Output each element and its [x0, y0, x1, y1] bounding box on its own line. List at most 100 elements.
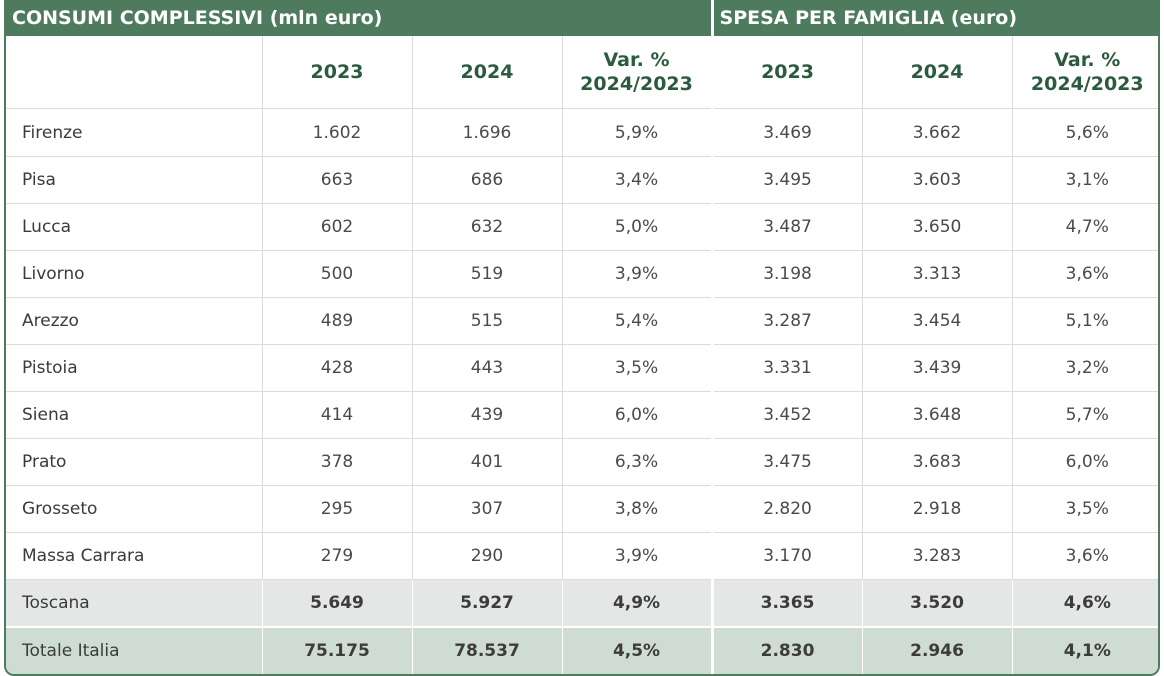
row-label: Pistoia: [6, 344, 263, 392]
cell-consumi-2023: 489: [262, 297, 413, 345]
row-label: Prato: [6, 438, 263, 486]
cell-spesa-2023: 3.452: [712, 391, 863, 439]
column-header-spesa-2024: 2024: [862, 36, 1013, 109]
cell-consumi-var: 3,8%: [562, 485, 714, 533]
column-header-consumi-2024: 2024: [412, 36, 563, 109]
table-row-toscana-total: Toscana 5.649 5.927 4,9% 3.365 3.520 4,6…: [6, 579, 1158, 628]
cell-consumi-var: 4,9%: [562, 579, 714, 628]
group-header-row: CONSUMI COMPLESSIVI (mln euro) SPESA PER…: [6, 0, 1158, 36]
cell-consumi-var: 6,0%: [562, 391, 714, 439]
cell-consumi-2024: 519: [412, 250, 563, 298]
cell-spesa-var: 4,1%: [1012, 627, 1158, 674]
row-label: Massa Carrara: [6, 532, 263, 580]
table-row-massa-carrara: Massa Carrara 279 290 3,9% 3.170 3.283 3…: [6, 532, 1158, 580]
cell-spesa-var: 5,1%: [1012, 297, 1158, 345]
cell-consumi-2023: 1.602: [262, 108, 413, 157]
table-row-firenze: Firenze 1.602 1.696 5,9% 3.469 3.662 5,6…: [6, 108, 1158, 157]
cell-consumi-2023: 295: [262, 485, 413, 533]
table-row-pisa: Pisa 663 686 3,4% 3.495 3.603 3,1%: [6, 156, 1158, 204]
table-row-lucca: Lucca 602 632 5,0% 3.487 3.650 4,7%: [6, 203, 1158, 251]
table-row-siena: Siena 414 439 6,0% 3.452 3.648 5,7%: [6, 391, 1158, 439]
cell-consumi-2023: 602: [262, 203, 413, 251]
cell-spesa-var: 5,7%: [1012, 391, 1158, 439]
column-header-empty: [6, 36, 263, 109]
cell-spesa-var: 6,0%: [1012, 438, 1158, 486]
cell-consumi-var: 3,4%: [562, 156, 714, 204]
cell-consumi-var: 4,5%: [562, 627, 714, 674]
cell-spesa-2023: 2.820: [712, 485, 863, 533]
row-label: Siena: [6, 391, 263, 439]
cell-consumi-var: 3,9%: [562, 532, 714, 580]
var-label-line2: 2024/2023: [1030, 73, 1144, 95]
table-row-livorno: Livorno 500 519 3,9% 3.198 3.313 3,6%: [6, 250, 1158, 298]
cell-consumi-2024: 401: [412, 438, 563, 486]
var-label-line1: Var. %: [603, 49, 670, 71]
cell-consumi-2024: 443: [412, 344, 563, 392]
cell-consumi-2024: 78.537: [412, 627, 563, 674]
cell-spesa-2023: 2.830: [712, 627, 863, 674]
cell-consumi-2023: 5.649: [262, 579, 413, 628]
row-label: Lucca: [6, 203, 263, 251]
cell-spesa-2024: 2.918: [862, 485, 1013, 533]
cell-spesa-var: 3,2%: [1012, 344, 1158, 392]
column-header-spesa-var: Var. % 2024/2023: [1012, 36, 1158, 109]
row-label: Grosseto: [6, 485, 263, 533]
cell-consumi-2024: 515: [412, 297, 563, 345]
column-header-row: 2023 2024 Var. % 2024/2023 2023 2024 Var…: [6, 36, 1158, 109]
cell-consumi-2024: 307: [412, 485, 563, 533]
cell-spesa-var: 3,6%: [1012, 532, 1158, 580]
row-label: Arezzo: [6, 297, 263, 345]
cell-spesa-var: 5,6%: [1012, 108, 1158, 157]
cell-spesa-2023: 3.287: [712, 297, 863, 345]
cell-consumi-var: 3,5%: [562, 344, 714, 392]
cell-consumi-2023: 428: [262, 344, 413, 392]
cell-consumi-2024: 439: [412, 391, 563, 439]
cell-consumi-var: 6,3%: [562, 438, 714, 486]
cell-spesa-var: 3,5%: [1012, 485, 1158, 533]
var-label-line2: 2024/2023: [580, 73, 693, 95]
cell-consumi-2023: 75.175: [262, 627, 413, 674]
table-row-grosseto: Grosseto 295 307 3,8% 2.820 2.918 3,5%: [6, 485, 1158, 533]
cell-spesa-2023: 3.170: [712, 532, 863, 580]
cell-consumi-var: 5,4%: [562, 297, 714, 345]
cell-spesa-2024: 3.683: [862, 438, 1013, 486]
cell-spesa-2024: 3.439: [862, 344, 1013, 392]
cell-consumi-2023: 500: [262, 250, 413, 298]
row-label: Totale Italia: [6, 627, 263, 674]
cell-spesa-var: 3,1%: [1012, 156, 1158, 204]
cell-consumi-2024: 1.696: [412, 108, 563, 157]
column-header-consumi-2023: 2023: [262, 36, 413, 109]
cell-spesa-var: 3,6%: [1012, 250, 1158, 298]
cell-consumi-var: 3,9%: [562, 250, 714, 298]
group-header-consumi: CONSUMI COMPLESSIVI (mln euro): [6, 0, 713, 36]
consumption-table: CONSUMI COMPLESSIVI (mln euro) SPESA PER…: [6, 0, 1158, 674]
cell-consumi-var: 5,0%: [562, 203, 714, 251]
cell-spesa-2024: 3.313: [862, 250, 1013, 298]
table-row-prato: Prato 378 401 6,3% 3.475 3.683 6,0%: [6, 438, 1158, 486]
cell-consumi-2024: 5.927: [412, 579, 563, 628]
row-label: Firenze: [6, 108, 263, 157]
cell-spesa-2024: 3.648: [862, 391, 1013, 439]
group-header-spesa: SPESA PER FAMIGLIA (euro): [710, 0, 1158, 36]
cell-spesa-var: 4,7%: [1012, 203, 1158, 251]
cell-spesa-2024: 3.520: [862, 579, 1013, 628]
column-header-consumi-var: Var. % 2024/2023: [562, 36, 714, 109]
cell-spesa-2023: 3.365: [712, 579, 863, 628]
var-label-line1: Var. %: [1054, 49, 1121, 71]
cell-consumi-2023: 414: [262, 391, 413, 439]
cell-consumi-2023: 279: [262, 532, 413, 580]
cell-spesa-var: 4,6%: [1012, 579, 1158, 628]
cell-spesa-2024: 3.603: [862, 156, 1013, 204]
cell-spesa-2023: 3.469: [712, 108, 863, 157]
cell-spesa-2023: 3.198: [712, 250, 863, 298]
cell-consumi-var: 5,9%: [562, 108, 714, 157]
cell-consumi-2023: 663: [262, 156, 413, 204]
cell-spesa-2024: 3.283: [862, 532, 1013, 580]
row-label: Pisa: [6, 156, 263, 204]
row-label: Toscana: [6, 579, 263, 628]
cell-spesa-2023: 3.475: [712, 438, 863, 486]
cell-spesa-2023: 3.331: [712, 344, 863, 392]
table-row-arezzo: Arezzo 489 515 5,4% 3.287 3.454 5,1%: [6, 297, 1158, 345]
cell-spesa-2023: 3.495: [712, 156, 863, 204]
cell-spesa-2023: 3.487: [712, 203, 863, 251]
